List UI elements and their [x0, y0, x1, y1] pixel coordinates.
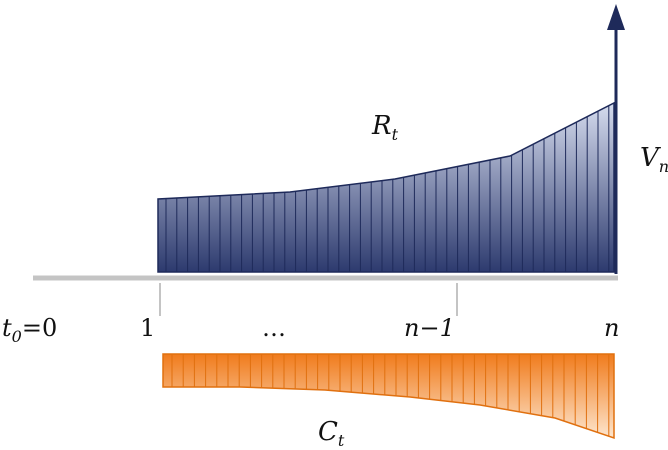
- label-n-minus-1: n−1: [404, 314, 455, 342]
- label-n: n: [604, 314, 619, 342]
- revenue-hatch-lines: [165, 105, 610, 272]
- revenue-area: [157, 101, 615, 273]
- label-one: 1: [140, 314, 155, 342]
- cost-hatch-lines: [171, 354, 610, 437]
- label-t0: t0=0: [2, 314, 57, 346]
- cost-area: [162, 353, 615, 440]
- label-cost: Ct: [318, 417, 345, 450]
- label-revenue: Rt: [371, 111, 399, 144]
- label-ellipsis: …: [262, 314, 286, 342]
- terminal-value-arrow-head: [607, 4, 625, 30]
- revenue-shape: [157, 101, 615, 273]
- cost-shape: [162, 353, 615, 440]
- label-terminal-value: Vn: [640, 143, 668, 176]
